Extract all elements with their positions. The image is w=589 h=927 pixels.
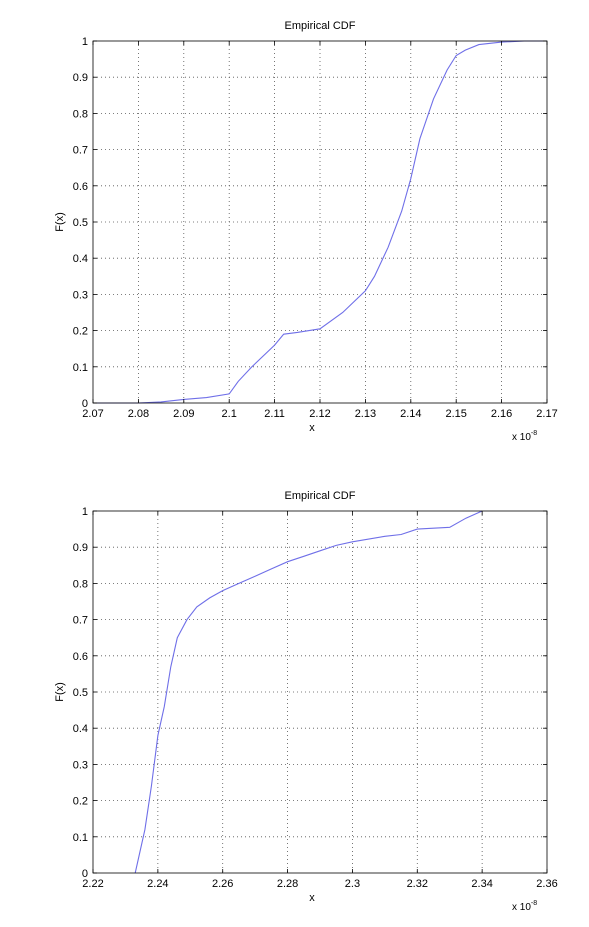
- chart-title: Empirical CDF: [285, 490, 356, 502]
- chart-title: Empirical CDF: [285, 20, 356, 32]
- x-tick-label: 2.22: [82, 878, 103, 890]
- x-axis-exponent: x 10-8: [512, 430, 537, 443]
- x-tick-label: 2.17: [536, 408, 557, 420]
- y-tick-label: 0.1: [73, 362, 88, 374]
- y-tick-label: 0.9: [73, 72, 88, 84]
- chart-2: 2.22 2.24 2.26 2.28 2.3 2.32 2.34 2.36 0 0.1 0.2 0.…: [54, 490, 558, 913]
- y-tick-label: 0: [82, 398, 88, 410]
- y-tick-label: 0.5: [73, 217, 88, 229]
- x-tick-label: 2.1: [222, 408, 237, 420]
- x-tick-label: 2.32: [407, 878, 428, 890]
- y-tick-label: 0.2: [73, 796, 88, 808]
- x-tick-label: 2.13: [355, 408, 376, 420]
- y-tick-label: 0.7: [73, 145, 88, 157]
- y-tick-label: 0.1: [73, 832, 88, 844]
- y-tick-label: 0.2: [73, 326, 88, 338]
- x-tick-label: 2.34: [471, 878, 492, 890]
- y-axis-label: F(x): [54, 682, 66, 702]
- x-tick-label: 2.15: [445, 408, 466, 420]
- x-tick-label: 2.14: [400, 408, 421, 420]
- x-axis-exponent: x 10-8: [512, 900, 537, 913]
- x-tick-label: 2.16: [491, 408, 512, 420]
- y-tick-label: 0.5: [73, 687, 88, 699]
- y-tick-label: 0.7: [73, 615, 88, 627]
- y-tick-label: 0.8: [73, 108, 88, 120]
- y-axis-label: F(x): [54, 212, 66, 232]
- x-axis-label: x: [309, 892, 315, 904]
- x-tick-label: 2.26: [212, 878, 233, 890]
- y-tick-label: 0.4: [73, 723, 88, 735]
- x-tick-label: 2.08: [128, 408, 149, 420]
- x-tick-label: 2.24: [147, 878, 168, 890]
- cdf-line: [93, 40, 547, 404]
- x-tick-label: 2.3: [345, 878, 360, 890]
- cdf-line: [134, 510, 483, 874]
- x-tick-label: 2.12: [309, 408, 330, 420]
- x-tick-label: 2.28: [277, 878, 298, 890]
- y-tick-label: 0.9: [73, 542, 88, 554]
- x-axis-label: x: [309, 422, 315, 434]
- plot-area: [93, 511, 547, 873]
- y-tick-label: 1: [82, 506, 88, 518]
- y-tick-label: 0.4: [73, 253, 88, 265]
- y-tick-label: 0.6: [73, 651, 88, 663]
- y-tick-label: 0.3: [73, 289, 88, 301]
- x-tick-label: 2.11: [264, 408, 285, 420]
- y-tick-label: 0.6: [73, 181, 88, 193]
- chart-1: 2.07 2.08 2.09 2.1 2.11 2.12 2.13 2.14 2.15 2.16 2…: [54, 20, 558, 443]
- x-tick-label: 2.07: [82, 408, 103, 420]
- y-tick-label: 0: [82, 868, 88, 880]
- y-tick-label: 1: [82, 36, 88, 48]
- y-tick-label: 0.3: [73, 759, 88, 771]
- y-tick-label: 0.8: [73, 578, 88, 590]
- x-tick-label: 2.36: [536, 878, 557, 890]
- x-tick-label: 2.09: [173, 408, 194, 420]
